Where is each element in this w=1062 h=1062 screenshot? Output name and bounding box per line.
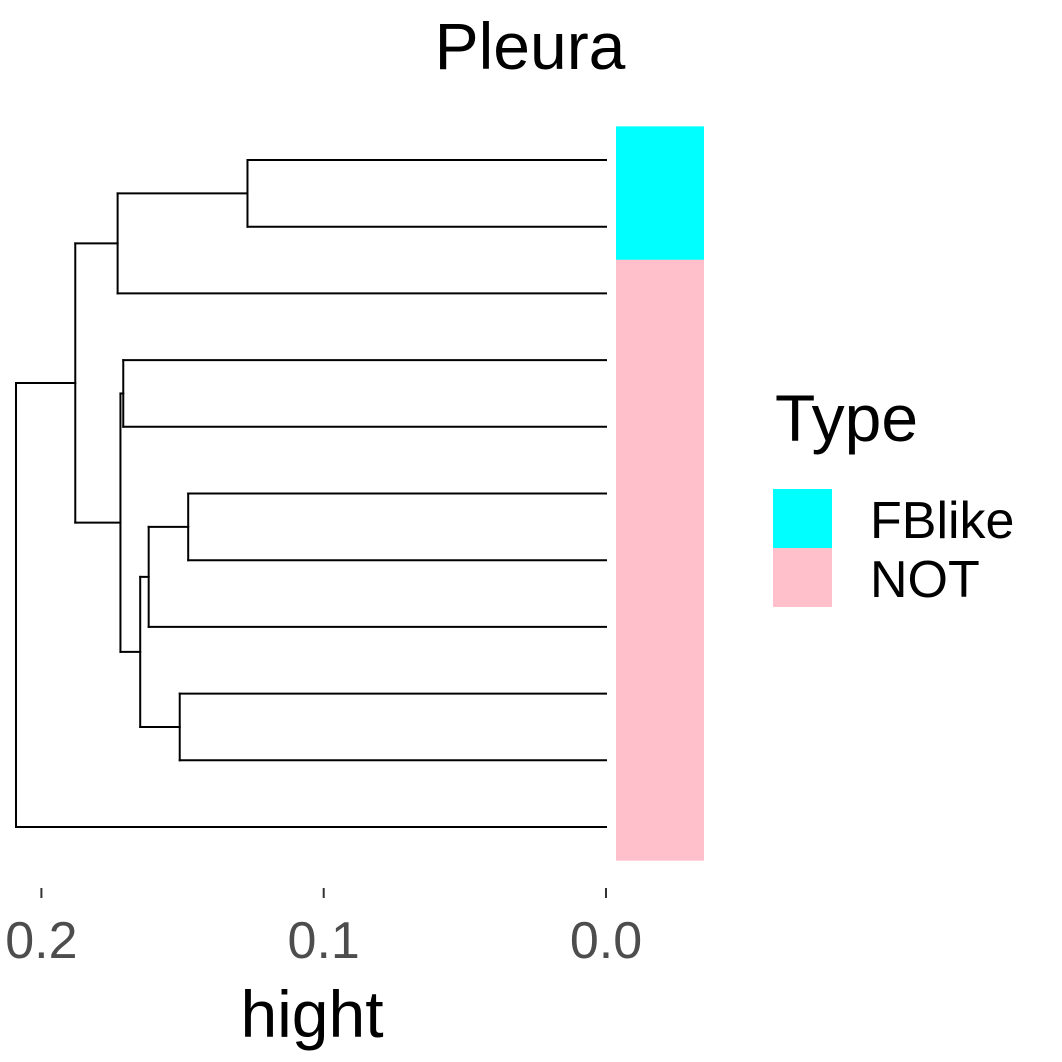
- x-tick-label: 0.2: [5, 912, 77, 970]
- legend-key-not: [773, 548, 832, 607]
- x-tick-label: 0.1: [288, 912, 360, 970]
- legend-title: Type: [775, 381, 918, 455]
- legend-key-fblike: [773, 489, 832, 548]
- annotation-cell-1: [616, 126, 704, 194]
- annotation-cell-8: [616, 593, 704, 661]
- annotation-cell-3: [616, 259, 704, 328]
- annotation-cell-10: [616, 726, 704, 794]
- dendrogram-tree: [14, 159, 607, 828]
- x-axis-title: hight: [240, 977, 383, 1051]
- legend-label-fblike: FBlike: [870, 492, 1014, 550]
- annotation-cell-2: [616, 193, 704, 261]
- annotation-cell-6: [616, 459, 704, 528]
- annotation-bar: [616, 126, 704, 861]
- annotation-cell-9: [616, 659, 704, 728]
- chart-title: Pleura: [435, 9, 626, 83]
- x-tick-label: 0.0: [570, 912, 642, 970]
- annotation-cell-5: [616, 393, 704, 461]
- annotation-cell-4: [616, 326, 704, 394]
- legend-label-not: NOT: [870, 551, 980, 609]
- x-axis: 0.2 0.1 0.0: [5, 888, 642, 970]
- annotation-cell-7: [616, 526, 704, 594]
- annotation-cell-11: [616, 793, 704, 861]
